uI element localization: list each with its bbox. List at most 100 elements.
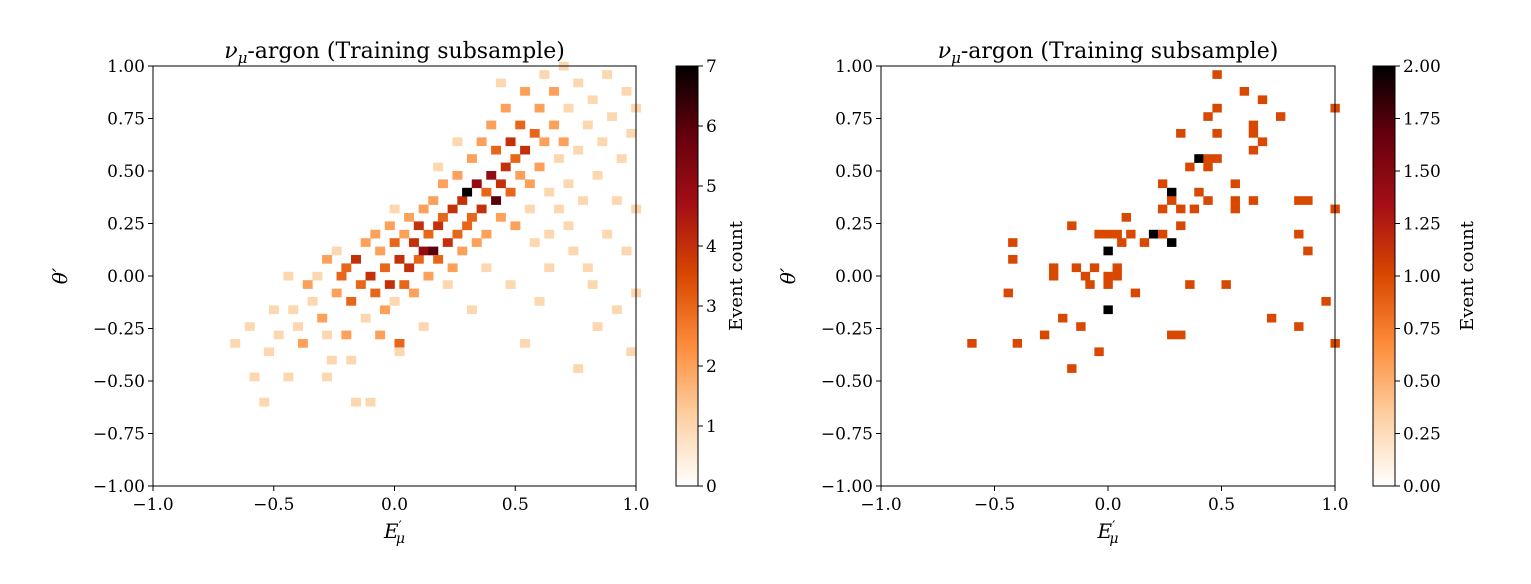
- heatmap-cell: [1103, 280, 1113, 289]
- heatmap-cell: [1130, 288, 1141, 298]
- heatmap-cell: [466, 154, 477, 163]
- heatmap-cell: [1257, 95, 1268, 105]
- heatmap-cell: [317, 313, 328, 323]
- heatmap-cell: [621, 87, 632, 96]
- heatmap-cells: [230, 61, 642, 407]
- heatmap-cell: [447, 204, 458, 214]
- heatmap-cell: [307, 297, 318, 306]
- xlabel-e: E: [383, 519, 399, 543]
- x-tick-label: −0.5: [974, 495, 1015, 515]
- heatmap-cell: [423, 271, 434, 281]
- heatmap-cell: [1212, 154, 1222, 163]
- heatmap-cell: [1148, 229, 1159, 239]
- y-tick-label: −0.75: [821, 425, 873, 445]
- heatmap-cell: [1248, 120, 1259, 130]
- heatmap-cell: [529, 238, 540, 247]
- heatmap-cell: [544, 263, 555, 273]
- heatmap-cell: [563, 221, 574, 231]
- heatmap-cell: [1212, 70, 1222, 79]
- y-tick-label: −0.25: [93, 320, 145, 340]
- heatmap-cell: [433, 162, 444, 172]
- heatmap-cell: [452, 137, 463, 147]
- xlabel-mu: μ: [396, 531, 405, 547]
- heatmap-cell: [486, 120, 497, 130]
- y-tick-label: 0.50: [107, 162, 145, 182]
- heatmap-cell: [539, 70, 550, 79]
- heatmap-cell: [1112, 271, 1122, 281]
- heatmap-cell: [1157, 229, 1168, 239]
- heatmap-cell: [1266, 313, 1277, 323]
- heatmap-cell: [1294, 322, 1304, 331]
- heatmap-cell: [399, 229, 410, 239]
- heatmap-cell: [384, 280, 395, 289]
- heatmap-cell: [1080, 271, 1091, 281]
- heatmap-cell: [447, 263, 458, 273]
- heatmap-cell: [1248, 196, 1259, 205]
- heatmap-panel-2: −1.0 −0.5 0.0 0.5 1.0 −1.00 −0.75 −0.50 −0.25 0.0…: [776, 39, 1478, 547]
- y-tick-label: −1.00: [93, 477, 145, 497]
- heatmap-cell: [244, 322, 255, 331]
- heatmap-cell: [539, 137, 550, 147]
- heatmap-cell: [587, 280, 598, 289]
- heatmap-cell: [1189, 204, 1200, 214]
- colorbar-tick-label: 1.75: [1403, 110, 1441, 130]
- heatmap-cell: [1176, 204, 1186, 214]
- heatmap-cell: [1112, 263, 1122, 273]
- heatmap-panel-1: −1.0 −0.5 0.0 0.5 1.0 −1.00 −0.75 −0.50 −0.25 0.0…: [48, 39, 747, 547]
- heatmap-cell: [1212, 129, 1222, 138]
- heatmap-cell: [457, 246, 468, 256]
- heatmap-cell: [322, 330, 333, 340]
- heatmap-cell: [437, 213, 448, 222]
- y-tick-label: 0.25: [835, 215, 873, 235]
- heatmap-cell: [1071, 263, 1082, 273]
- heatmap-cell: [249, 372, 260, 382]
- heatmap-cell: [1185, 280, 1195, 289]
- heatmap-cell: [259, 397, 270, 407]
- heatmap-cell: [1176, 129, 1186, 138]
- heatmap-cell: [399, 280, 410, 289]
- heatmap-cell: [1067, 221, 1077, 231]
- heatmap-cell: [505, 187, 516, 197]
- y-tick-label: −1.00: [821, 477, 873, 497]
- heatmap-cell: [1067, 364, 1077, 373]
- heatmap-cell: [476, 137, 487, 147]
- heatmap-cell: [404, 213, 415, 222]
- heatmap-cell: [452, 229, 463, 239]
- heatmap-cell: [481, 229, 492, 239]
- x-axis-label: E′ μ: [1097, 519, 1119, 547]
- x-tick-label: −0.5: [253, 495, 294, 515]
- heatmap-cell: [336, 271, 347, 281]
- heatmap-cell: [360, 238, 371, 247]
- heatmap-cell: [495, 179, 506, 189]
- heatmap-cell: [370, 229, 381, 239]
- colorbar-tick-label: 0: [706, 477, 717, 497]
- heatmap-cell: [481, 263, 492, 273]
- heatmap-cell: [563, 179, 574, 189]
- heatmap-cell: [510, 154, 521, 163]
- colorbar-tick-label: 1.00: [1403, 267, 1441, 287]
- heatmap-cell: [1126, 229, 1136, 239]
- heatmap-cell: [1248, 145, 1259, 155]
- heatmap-cell: [534, 103, 545, 113]
- heatmap-cell: [375, 246, 386, 256]
- heatmap-cell: [534, 162, 545, 172]
- colorbar-tick-label: 6: [706, 117, 717, 137]
- heatmap-cell: [1203, 154, 1213, 163]
- heatmap-cell: [283, 372, 294, 382]
- heatmap-cell: [365, 397, 376, 407]
- title-nu: ν: [224, 39, 237, 64]
- heatmap-cell: [389, 297, 400, 306]
- heatmap-cell: [520, 145, 531, 155]
- heatmap-cell: [433, 221, 444, 231]
- chart-title: νμ-argon (Training subsample): [938, 39, 1279, 67]
- heatmap-cell: [578, 196, 588, 205]
- heatmap-cell: [413, 255, 424, 264]
- heatmap-cell: [1203, 196, 1213, 205]
- heatmap-cell: [553, 154, 564, 163]
- heatmap-cell: [331, 288, 342, 298]
- heatmap-cell: [389, 204, 400, 214]
- y-tick-label: −0.25: [821, 320, 873, 340]
- heatmap-cell: [563, 103, 574, 113]
- colorbar-tick-label: 1.25: [1403, 215, 1441, 235]
- title-mu: μ: [238, 49, 248, 67]
